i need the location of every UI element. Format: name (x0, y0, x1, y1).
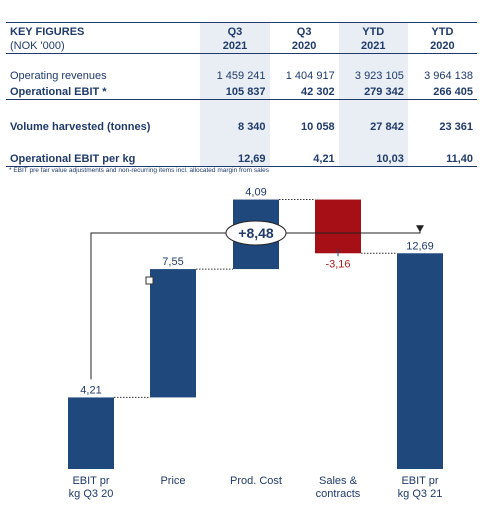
waterfall-bar (68, 397, 114, 469)
column-year: 2020 (269, 39, 339, 54)
table-cell: 12,69 (200, 151, 270, 167)
category-label: EBIT pr (401, 475, 438, 487)
waterfall-bar (315, 199, 361, 254)
table-unit: (NOK '000) (6, 39, 201, 54)
table-cell: 27 842 (338, 113, 408, 138)
table-cell: 4,21 (269, 151, 339, 167)
arrow-head (416, 225, 424, 233)
table-cell: 266 405 (407, 84, 477, 100)
row-label: Operational EBIT * (6, 84, 201, 100)
column-period: YTD (407, 22, 477, 39)
category-label: contracts (316, 488, 361, 500)
table-cell: 10 058 (301, 120, 335, 133)
table-cell: 1 404 917 (285, 69, 335, 82)
table-cell: 23 361 (439, 120, 473, 133)
table-header-row: KEY FIGURES Q3 Q3 YTD YTD (6, 22, 477, 39)
table-cell: 8 340 (200, 113, 270, 138)
table-cell: 105 837 (200, 84, 270, 100)
data-label: 12,69 (406, 240, 434, 252)
column-period: YTD (338, 22, 408, 39)
row-label: Operating revenues (10, 69, 107, 82)
table-row: Volume harvested (tonnes) 8 340 10 058 2… (6, 113, 477, 138)
table-title: KEY FIGURES (6, 22, 201, 39)
table-cell: 3 964 138 (424, 69, 473, 82)
total-change-badge (225, 220, 287, 246)
waterfall-bar (150, 269, 196, 398)
data-label: 7,55 (162, 256, 183, 268)
data-label: 4,21 (80, 384, 101, 396)
category-label: Sales & (319, 475, 358, 487)
table-cell: 42 302 (269, 84, 339, 100)
data-label: 4,09 (245, 187, 266, 199)
table-cell: 3 923 105 (338, 67, 408, 84)
column-year: 2021 (200, 39, 270, 54)
category-label: kg Q3 21 (398, 488, 443, 500)
category-label: Prod. Cost (230, 475, 282, 487)
total-change-label: +8,48 (238, 225, 274, 241)
table-row: Operational EBIT per kg 12,69 4,21 10,03… (6, 151, 477, 167)
column-year: 2020 (407, 39, 477, 54)
key-figures-table: KEY FIGURES Q3 Q3 YTD YTD (NOK '000) 202… (6, 22, 477, 167)
column-period: Q3 (269, 22, 339, 39)
table-row: Operating revenues 1 459 241 1 404 917 3… (6, 67, 477, 84)
table-footnote: * EBIT pre fair value adjustments and no… (9, 167, 269, 174)
row-label: Volume harvested (tonnes) (10, 120, 151, 133)
waterfall-bar (397, 253, 443, 469)
table-cell: 279 342 (338, 84, 408, 100)
table-cell: 11,40 (407, 151, 477, 167)
table-cell: 1 459 241 (200, 67, 270, 84)
table-header-row: (NOK '000) 2021 2020 2021 2020 (6, 39, 477, 54)
table-row: Operational EBIT * 105 837 42 302 279 34… (6, 84, 477, 100)
column-year: 2021 (338, 39, 408, 54)
row-label: Operational EBIT per kg (6, 151, 201, 167)
data-label: -3,16 (325, 258, 350, 270)
selection-handle[interactable] (145, 276, 154, 285)
category-label: Price (160, 475, 185, 487)
column-period: Q3 (200, 22, 270, 39)
category-label: kg Q3 20 (69, 488, 114, 500)
category-label: EBIT pr (72, 475, 109, 487)
table-cell: 10,03 (338, 151, 408, 167)
